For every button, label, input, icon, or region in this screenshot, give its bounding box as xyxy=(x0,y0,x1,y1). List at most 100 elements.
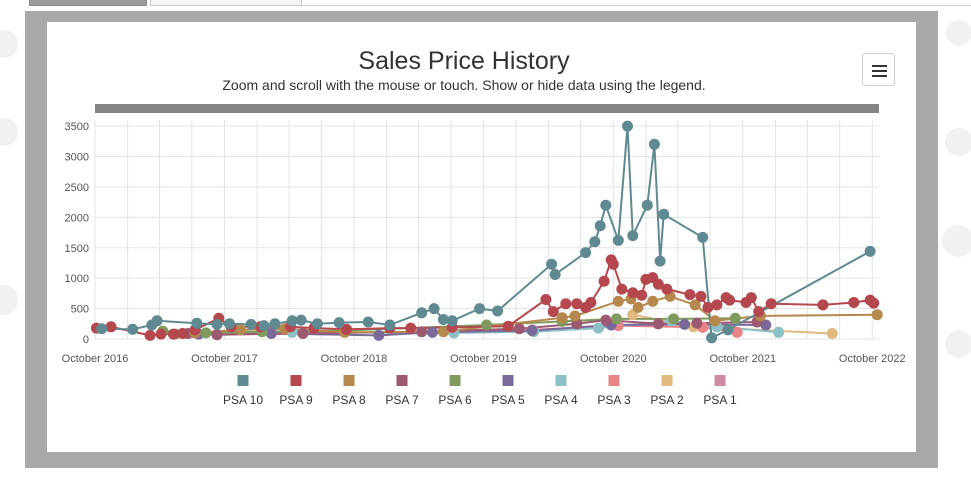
legend-item-psa-2[interactable]: PSA 2 xyxy=(650,375,684,407)
data-point-psa-10[interactable] xyxy=(191,317,203,329)
data-point-psa-9[interactable] xyxy=(341,323,352,335)
data-point-psa-10[interactable] xyxy=(437,314,449,325)
data-point-psa-7[interactable] xyxy=(513,323,525,335)
data-point-psa-7[interactable] xyxy=(416,326,428,338)
data-point-psa-10[interactable] xyxy=(416,307,428,319)
data-point-psa-10[interactable] xyxy=(627,230,639,242)
legend-item-psa-3[interactable]: PSA 3 xyxy=(597,375,631,407)
data-point-psa-9[interactable] xyxy=(547,306,559,318)
data-point-psa-5[interactable] xyxy=(679,318,691,330)
data-point-psa-9[interactable] xyxy=(817,299,829,311)
data-point-psa-10[interactable] xyxy=(600,199,612,211)
data-point-psa-8[interactable] xyxy=(234,324,246,336)
data-point-psa-8[interactable] xyxy=(689,299,701,311)
data-point-psa-9[interactable] xyxy=(598,275,610,287)
data-point-psa-9[interactable] xyxy=(636,289,648,301)
data-point-psa-8[interactable] xyxy=(569,310,581,322)
data-point-psa-9[interactable] xyxy=(405,322,417,334)
data-point-psa-10[interactable] xyxy=(594,220,606,232)
data-point-psa-10[interactable] xyxy=(589,236,601,248)
data-point-psa-4[interactable] xyxy=(773,326,785,338)
data-point-psa-9[interactable] xyxy=(848,297,860,308)
data-point-psa-7[interactable] xyxy=(297,328,309,339)
data-point-psa-9[interactable] xyxy=(745,292,757,304)
data-point-psa-9[interactable] xyxy=(540,294,552,305)
data-point-psa-9[interactable] xyxy=(753,306,765,318)
data-point-psa-9[interactable] xyxy=(661,283,673,295)
data-point-psa-10[interactable] xyxy=(864,245,876,257)
data-point-psa-7[interactable] xyxy=(211,329,223,341)
data-point-psa-10[interactable] xyxy=(333,317,345,329)
data-point-psa-10[interactable] xyxy=(311,318,323,330)
data-point-psa-9[interactable] xyxy=(105,321,117,333)
data-point-psa-8[interactable] xyxy=(871,309,883,321)
data-point-psa-8[interactable] xyxy=(709,315,721,327)
legend-item-psa-1[interactable]: PSA 1 xyxy=(703,375,737,407)
data-point-psa-10[interactable] xyxy=(362,316,374,328)
data-point-psa-6[interactable] xyxy=(611,313,622,325)
data-point-psa-5[interactable] xyxy=(373,329,385,341)
data-point-psa-5[interactable] xyxy=(426,326,438,338)
data-point-psa-2[interactable] xyxy=(826,328,838,339)
data-point-psa-9[interactable] xyxy=(724,294,736,306)
data-point-psa-4[interactable] xyxy=(592,322,604,334)
data-point-psa-10[interactable] xyxy=(127,323,139,335)
data-point-psa-10[interactable] xyxy=(622,120,633,132)
data-point-psa-10[interactable] xyxy=(722,324,734,336)
data-point-psa-9[interactable] xyxy=(765,298,777,310)
data-point-psa-10[interactable] xyxy=(96,323,108,335)
data-point-psa-9[interactable] xyxy=(585,297,597,308)
chart-menu-button[interactable] xyxy=(862,53,895,86)
data-point-psa-6[interactable] xyxy=(481,319,493,331)
data-point-psa-9[interactable] xyxy=(616,283,628,295)
data-point-psa-7[interactable] xyxy=(652,318,664,330)
data-point-psa-10[interactable] xyxy=(546,258,558,270)
legend-item-psa-10[interactable]: PSA 10 xyxy=(223,375,263,407)
data-point-psa-10[interactable] xyxy=(697,231,709,243)
data-point-psa-10[interactable] xyxy=(428,303,440,315)
data-point-psa-8[interactable] xyxy=(556,312,568,324)
data-point-psa-10[interactable] xyxy=(446,315,458,327)
data-point-psa-10[interactable] xyxy=(706,332,718,344)
data-point-psa-9[interactable] xyxy=(868,297,880,309)
data-point-psa-10[interactable] xyxy=(384,319,396,331)
data-point-psa-10[interactable] xyxy=(641,199,653,211)
data-point-psa-10[interactable] xyxy=(654,255,666,267)
data-point-psa-7[interactable] xyxy=(691,317,703,329)
data-point-psa-9[interactable] xyxy=(711,299,723,311)
data-point-psa-10[interactable] xyxy=(648,138,660,150)
data-point-psa-8[interactable] xyxy=(647,295,659,307)
data-point-psa-8[interactable] xyxy=(632,301,644,313)
data-point-psa-10[interactable] xyxy=(492,305,504,317)
data-point-psa-10[interactable] xyxy=(549,269,561,280)
data-point-psa-8[interactable] xyxy=(612,295,624,307)
data-point-psa-9[interactable] xyxy=(560,298,572,310)
data-point-psa-9[interactable] xyxy=(155,328,167,340)
data-point-psa-9[interactable] xyxy=(652,278,664,290)
data-point-psa-10[interactable] xyxy=(258,320,270,332)
data-point-psa-10[interactable] xyxy=(286,315,298,327)
plot-area[interactable] xyxy=(90,120,883,344)
data-point-psa-10[interactable] xyxy=(211,318,223,330)
data-point-psa-9[interactable] xyxy=(571,298,583,310)
legend-item-psa-6[interactable]: PSA 6 xyxy=(438,375,472,407)
legend-item-psa-7[interactable]: PSA 7 xyxy=(385,375,419,407)
data-point-psa-9[interactable] xyxy=(627,287,639,299)
data-point-psa-9[interactable] xyxy=(684,289,696,301)
data-point-psa-5[interactable] xyxy=(526,325,538,336)
data-point-psa-10[interactable] xyxy=(295,314,307,326)
tab-inactive[interactable] xyxy=(150,0,302,6)
data-point-psa-3[interactable] xyxy=(731,326,743,338)
data-point-psa-10[interactable] xyxy=(224,318,235,330)
data-point-psa-10[interactable] xyxy=(269,318,281,330)
tab-active[interactable] xyxy=(29,0,147,6)
data-point-psa-6[interactable] xyxy=(668,313,680,325)
data-point-psa-7[interactable] xyxy=(600,314,612,326)
data-point-psa-9[interactable] xyxy=(144,329,156,341)
data-point-psa-6[interactable] xyxy=(200,327,212,339)
data-point-psa-6[interactable] xyxy=(729,312,741,324)
data-point-psa-5[interactable] xyxy=(760,319,772,331)
data-point-psa-10[interactable] xyxy=(612,234,624,246)
data-point-psa-10[interactable] xyxy=(474,303,486,315)
data-point-psa-8[interactable] xyxy=(437,326,449,338)
